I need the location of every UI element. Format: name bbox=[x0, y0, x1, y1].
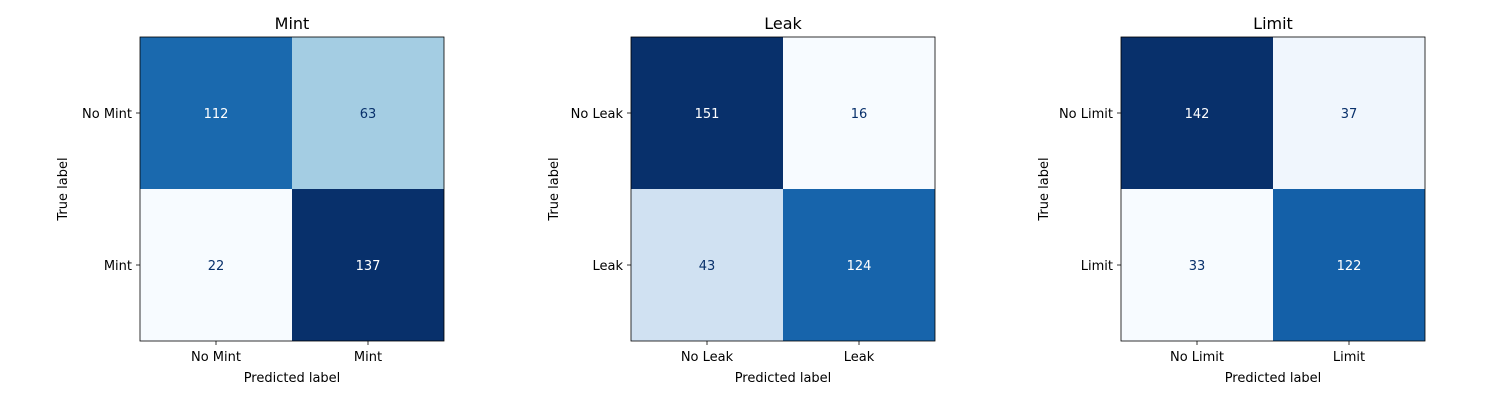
x-tick-label: No Leak bbox=[681, 350, 734, 365]
chart-title: Limit bbox=[1253, 14, 1293, 33]
y-tick-label: Mint bbox=[104, 259, 132, 274]
heatmap-cell bbox=[783, 189, 935, 341]
y-axis-label: True label bbox=[1037, 157, 1052, 221]
y-tick-label: Limit bbox=[1081, 259, 1113, 274]
cell-value-label: 16 bbox=[851, 107, 868, 122]
x-axis-label: Predicted label bbox=[244, 371, 341, 386]
axes-frame bbox=[630, 36, 936, 342]
y-tick-label: Leak bbox=[592, 259, 623, 274]
x-tick-label: No Limit bbox=[1170, 350, 1224, 365]
chart-title: Leak bbox=[764, 14, 802, 33]
x-axis-label: Predicted label bbox=[735, 371, 832, 386]
cell-value-label: 63 bbox=[360, 107, 377, 122]
y-tick-label: No Leak bbox=[571, 107, 624, 122]
heatmap-cell bbox=[140, 189, 292, 341]
cell-value-label: 124 bbox=[847, 259, 872, 274]
axes-frame bbox=[139, 36, 445, 342]
heatmap-cell bbox=[1273, 189, 1425, 341]
x-tick-label: Limit bbox=[1333, 350, 1365, 365]
x-tick-label: Leak bbox=[844, 350, 875, 365]
x-axis-label: Predicted label bbox=[1225, 371, 1322, 386]
y-tick-label: No Mint bbox=[82, 107, 132, 122]
y-axis-label: True label bbox=[547, 157, 562, 221]
heatmap-cell bbox=[140, 37, 292, 189]
cell-value-label: 137 bbox=[356, 259, 381, 274]
heatmap-cell bbox=[631, 189, 783, 341]
heatmap-cell bbox=[631, 37, 783, 189]
y-tick-label: No Limit bbox=[1059, 107, 1113, 122]
cell-value-label: 37 bbox=[1341, 107, 1358, 122]
cell-value-label: 43 bbox=[699, 259, 716, 274]
heatmap-cell bbox=[1121, 189, 1273, 341]
heatmap-cell bbox=[783, 37, 935, 189]
axes-frame bbox=[1120, 36, 1426, 342]
chart-title: Mint bbox=[275, 14, 310, 33]
cell-value-label: 142 bbox=[1185, 107, 1210, 122]
heatmap-cell bbox=[1121, 37, 1273, 189]
cell-value-label: 151 bbox=[695, 107, 720, 122]
heatmap-cell bbox=[1273, 37, 1425, 189]
cell-value-label: 122 bbox=[1337, 259, 1362, 274]
cell-value-label: 112 bbox=[204, 107, 229, 122]
x-tick-label: Mint bbox=[354, 350, 382, 365]
heatmap-cell bbox=[292, 189, 444, 341]
x-tick-label: No Mint bbox=[191, 350, 241, 365]
cell-value-label: 33 bbox=[1189, 259, 1206, 274]
y-axis-label: True label bbox=[56, 157, 71, 221]
heatmap-cell bbox=[292, 37, 444, 189]
cell-value-label: 22 bbox=[208, 259, 225, 274]
